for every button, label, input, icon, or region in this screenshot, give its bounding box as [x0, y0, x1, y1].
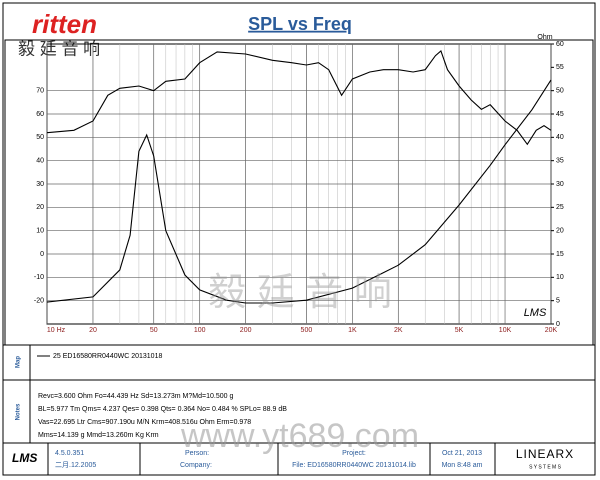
- notes-panel: [2, 379, 596, 444]
- note-line: Revc=3.600 Ohm Fo=44.439 Hz Sd=13.273m M…: [38, 393, 233, 400]
- y-tick-label: 10: [36, 228, 44, 235]
- y2-tick-label: 45: [556, 111, 564, 118]
- note-line: Mms=14.139 g Mmd=13.260m Kg Krm: [38, 432, 159, 439]
- watermark-cn: 毅 廷 音 响: [208, 272, 392, 314]
- note-line: Vas=22.695 Ltr Cms=907.190u M/N Krm=408.…: [38, 419, 251, 426]
- y-tick-label: 0: [40, 251, 44, 258]
- x-tick-label: 5K: [455, 327, 464, 334]
- x-tick-label: 1K: [348, 327, 357, 334]
- x-tick-label: 10K: [499, 327, 512, 334]
- time: Mon 8:48 am: [442, 462, 483, 469]
- y-tick-label: -10: [34, 274, 44, 281]
- x-tick-label: 20: [89, 327, 97, 334]
- y2-tick-label: 40: [556, 134, 564, 141]
- y2-tick-label: 30: [556, 181, 564, 188]
- x-tick-label: 500: [301, 327, 313, 334]
- version: 4.5.0.351: [55, 450, 84, 457]
- notes-label: Notes: [16, 403, 22, 420]
- footer-logo: LMS: [12, 451, 37, 465]
- logo-cn: 毅 廷 音 响: [18, 39, 100, 58]
- outer-frame: [2, 2, 596, 476]
- y2-axis-label: Ohm: [537, 34, 552, 41]
- x-tick-label: 10 Hz: [47, 327, 66, 334]
- y-tick-label: 40: [36, 158, 44, 165]
- date: Oct 21, 2013: [442, 450, 482, 457]
- y2-tick-label: 10: [556, 274, 564, 281]
- map-label: Map: [16, 356, 22, 368]
- y2-tick-label: 5: [556, 298, 560, 305]
- x-tick-label: 2K: [394, 327, 403, 334]
- y-tick-label: 60: [36, 111, 44, 118]
- company: Company:: [180, 462, 212, 469]
- watermark-url: www.yt689.com: [180, 417, 419, 455]
- y-tick-label: 30: [36, 181, 44, 188]
- y2-tick-label: 15: [556, 251, 564, 258]
- brand: LINEARX: [516, 447, 574, 461]
- y2-tick-label: 50: [556, 88, 564, 95]
- y-tick-label: 50: [36, 134, 44, 141]
- footer: LMS 4.5.0.351 二月.12.2005 Person: Company…: [12, 443, 574, 475]
- plot-watermark: LMS: [524, 307, 547, 319]
- build-date: 二月.12.2005: [55, 461, 96, 469]
- series-line: [46, 79, 552, 304]
- note-line: BL=5.977 Tm Qms= 4.237 Qes= 0.398 Qts= 0…: [38, 406, 287, 413]
- x-tick-label: 50: [150, 327, 158, 334]
- x-tick-label: 20K: [545, 327, 558, 334]
- y-tick-label: -20: [34, 298, 44, 305]
- x-tick-label: 200: [240, 327, 252, 334]
- y2-tick-label: 25: [556, 204, 564, 211]
- file: File: ED16580RR0440WC 20131014.lib: [292, 462, 416, 469]
- map-panel: [2, 344, 596, 381]
- chart-title: SPL vs Freq: [248, 14, 352, 34]
- project: Project:: [342, 450, 366, 457]
- legend-label: 25 ED16580RR0440WC 20131018: [53, 353, 162, 360]
- y-tick-label: 20: [36, 204, 44, 211]
- brand-sub: S Y S T E M S: [529, 464, 562, 470]
- y2-tick-label: 35: [556, 158, 564, 165]
- x-tick-label: 100: [194, 327, 206, 334]
- y2-tick-label: 20: [556, 228, 564, 235]
- y-tick-label: 70: [36, 88, 44, 95]
- y2-tick-label: 0: [556, 321, 560, 328]
- logo: ritten: [32, 9, 97, 39]
- person: Person:: [185, 450, 209, 457]
- series-line: [46, 50, 552, 146]
- y2-tick-label: 55: [556, 64, 564, 71]
- y2-tick-label: 60: [556, 41, 564, 48]
